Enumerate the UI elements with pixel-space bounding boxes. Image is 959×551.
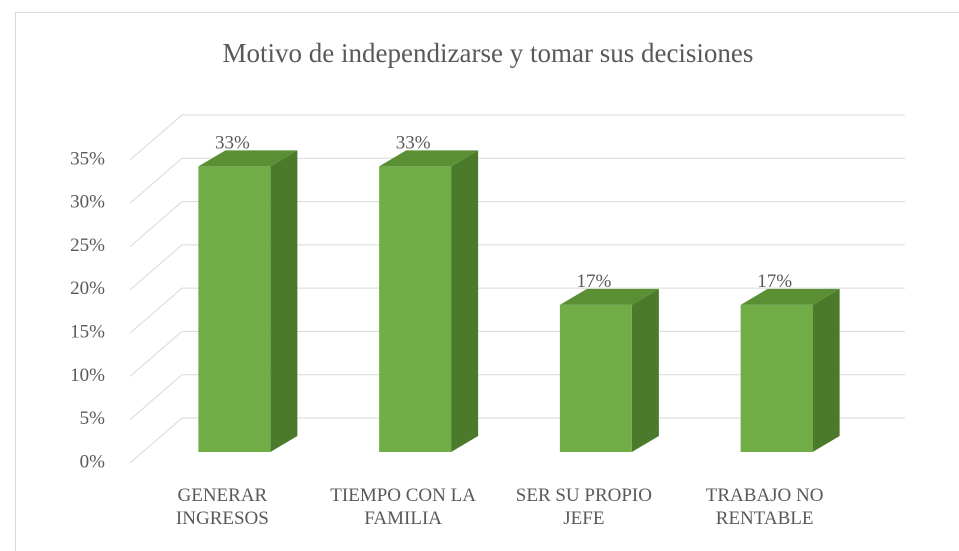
bar-top [740,288,840,305]
grid-line-side [129,287,183,334]
y-tick-label: 10% [70,365,105,386]
bar-top [559,288,659,305]
bar [379,150,479,453]
bar-side [812,288,840,452]
bar-top [198,150,298,167]
x-tick-label: TIEMPO CON LA FAMILIA [330,485,476,529]
y-tick-label: 0% [80,451,106,472]
x-tick-label: TRABAJO NO RENTABLE [705,485,824,529]
bar [198,150,298,453]
bar-side [631,288,659,452]
grid-line-side [129,331,183,377]
y-tick-label: 35% [70,148,105,169]
bar-top [379,150,479,167]
x-tick-label: GENERAR INGRESOS [175,485,269,529]
bar-front [740,304,813,452]
y-tick-label: 5% [80,408,106,429]
value-label: 17% [757,271,792,292]
value-label: 33% [215,133,250,154]
y-tick-label: 20% [70,278,105,299]
grid-line-side [129,114,183,161]
value-label: 33% [396,133,431,154]
bar-front [198,166,271,453]
x-tick-label: SER SU PROPIO JEFE [515,485,652,529]
grid-line-side [129,157,183,204]
chart-border [15,12,959,551]
bar-front [559,304,632,452]
bar [559,288,659,452]
bar-side [270,150,298,453]
grid-line-side [129,374,183,421]
y-tick-label: 30% [70,192,105,213]
grid-line-side [129,244,183,291]
chart-title: Motivo de independizarse y tomar sus dec… [223,38,754,68]
grid-line-side [129,201,183,247]
value-label: 17% [576,271,611,292]
y-tick-label: 15% [70,322,105,343]
bar-side [451,150,479,453]
bar [740,288,840,452]
grid-line-side [129,417,183,464]
bar-front [379,166,452,453]
y-tick-label: 25% [70,235,105,256]
